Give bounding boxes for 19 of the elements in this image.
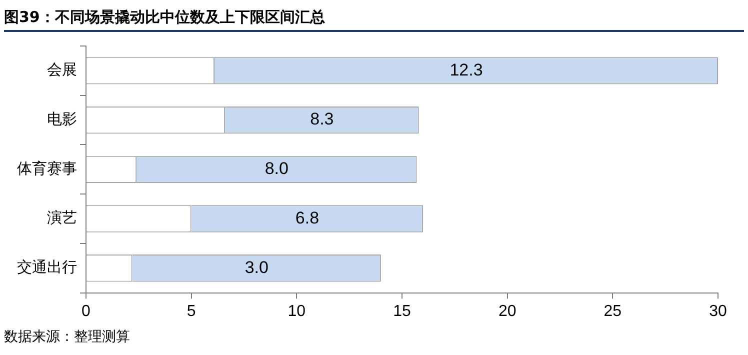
x-tick-label: 0 — [82, 302, 91, 320]
x-tick-label: 5 — [186, 302, 196, 320]
x-tick-label: 25 — [604, 302, 622, 320]
annotation: 12.3 — [450, 60, 483, 80]
y-tick-label: 交通出行 — [17, 258, 77, 276]
annotation: 8.0 — [264, 159, 288, 178]
y-tick-label: 体育赛事 — [17, 159, 77, 178]
annotation: 3.0 — [244, 258, 268, 277]
chart-title: 图39：不同场景撬动比中位数及上下限区间汇总 — [4, 4, 744, 32]
source-note: 数据来源：整理测算 — [4, 328, 130, 346]
annotation: 8.3 — [310, 110, 334, 129]
x-tick-label: 20 — [498, 302, 516, 320]
x-tick-label: 10 — [288, 302, 306, 320]
x-tick-label: 15 — [393, 302, 411, 320]
annotation: 6.8 — [295, 208, 320, 228]
y-tick-label: 演艺 — [47, 208, 77, 227]
x-tick-label: 30 — [709, 302, 727, 320]
y-tick-label: 会展 — [47, 60, 77, 79]
y-tick-label: 电影 — [47, 110, 77, 128]
